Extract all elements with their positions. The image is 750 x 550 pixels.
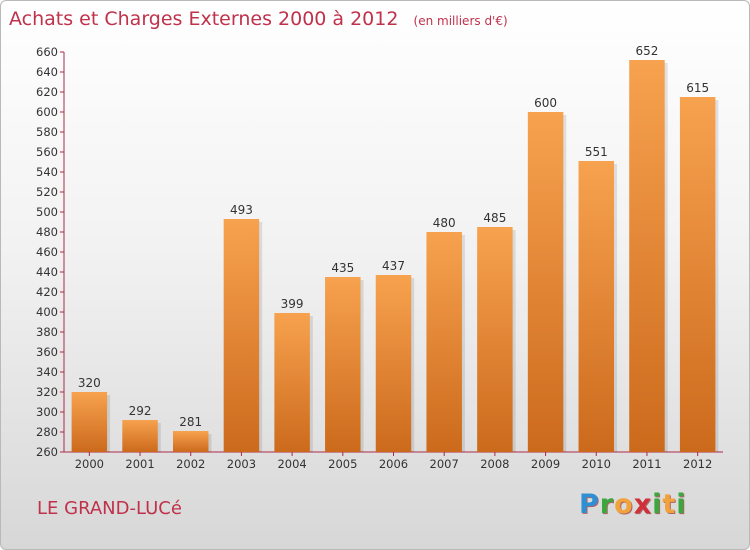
logo-letter: t	[662, 489, 677, 520]
y-tick-label: 540	[36, 165, 58, 179]
x-tick-label-2009: 2009	[531, 457, 560, 471]
data-label-2011: 652	[636, 44, 659, 58]
y-tick-label: 580	[36, 125, 58, 139]
logo-letter: o	[614, 489, 634, 520]
title-text: Achats et Charges Externes 2000 à 2012	[9, 8, 399, 30]
data-label-2010: 551	[585, 145, 608, 159]
y-tick-label: 480	[36, 225, 58, 239]
bar-2009	[527, 112, 564, 452]
y-tick-label: 400	[36, 305, 58, 319]
y-tick-label: 300	[36, 405, 58, 419]
y-tick-label: 520	[36, 185, 58, 199]
proxiti-logo: Proxiti	[579, 489, 687, 520]
bar-2010	[578, 161, 615, 452]
y-tick-label: 260	[36, 445, 58, 459]
y-tick-label: 660	[36, 45, 58, 59]
data-label-2002: 281	[179, 415, 202, 429]
x-tick-label-2004: 2004	[277, 457, 306, 471]
data-label-2005: 435	[331, 261, 354, 275]
data-label-2003: 493	[230, 203, 253, 217]
y-tick-label: 320	[36, 385, 58, 399]
y-tick-label: 460	[36, 245, 58, 259]
bar-2012	[679, 97, 716, 452]
bar-2003	[223, 219, 260, 452]
data-label-2000: 320	[78, 376, 101, 390]
y-tick-label: 420	[36, 285, 58, 299]
data-label-2004: 399	[281, 297, 304, 311]
bar-2008	[477, 227, 513, 452]
x-tick-label-2005: 2005	[328, 457, 357, 471]
x-tick-label-2011: 2011	[632, 457, 661, 471]
x-tick-label-2002: 2002	[176, 457, 205, 471]
x-tick-label-2003: 2003	[227, 457, 256, 471]
logo-letter: P	[579, 489, 600, 520]
y-tick-label: 640	[36, 65, 58, 79]
y-tick-label: 340	[36, 365, 58, 379]
y-tick-label: 560	[36, 145, 58, 159]
chart-title: Achats et Charges Externes 2000 à 2012 (…	[9, 8, 508, 30]
data-label-2009: 600	[534, 96, 557, 110]
bar-2007	[426, 232, 462, 452]
x-tick-label-2000: 2000	[75, 457, 104, 471]
x-tick-label-2007: 2007	[430, 457, 459, 471]
logo-letter: r	[599, 489, 615, 520]
logo-letter: i	[676, 489, 687, 520]
x-tick-label-2008: 2008	[480, 457, 509, 471]
y-tick-label: 380	[36, 325, 58, 339]
bar-2002	[172, 431, 209, 452]
bar-2001	[122, 420, 158, 452]
x-tick-label-2010: 2010	[582, 457, 611, 471]
y-tick-label: 440	[36, 265, 58, 279]
bar-2006	[375, 275, 412, 452]
data-label-2012: 615	[686, 81, 709, 95]
logo-letter: x	[633, 489, 653, 520]
x-tick-label-2001: 2001	[125, 457, 154, 471]
y-tick-label: 360	[36, 345, 58, 359]
data-label-2008: 485	[483, 211, 506, 225]
logo-letter: i	[652, 489, 663, 520]
x-tick-label-2012: 2012	[683, 457, 712, 471]
data-label-2007: 480	[433, 216, 456, 230]
unit-label: (en milliers d'€)	[413, 14, 508, 28]
bar-2011	[629, 60, 665, 452]
bar-2004	[274, 313, 310, 452]
y-tick-label: 280	[36, 425, 58, 439]
data-label-2001: 292	[129, 404, 152, 418]
y-tick-label: 620	[36, 85, 58, 99]
y-tick-label: 600	[36, 105, 58, 119]
commune-name: LE GRAND-LUCé	[37, 498, 182, 519]
x-tick-label-2006: 2006	[379, 457, 408, 471]
y-tick-label: 500	[36, 205, 58, 219]
data-label-2006: 437	[382, 259, 405, 273]
bar-2000	[71, 392, 108, 452]
bar-2005	[325, 277, 361, 452]
